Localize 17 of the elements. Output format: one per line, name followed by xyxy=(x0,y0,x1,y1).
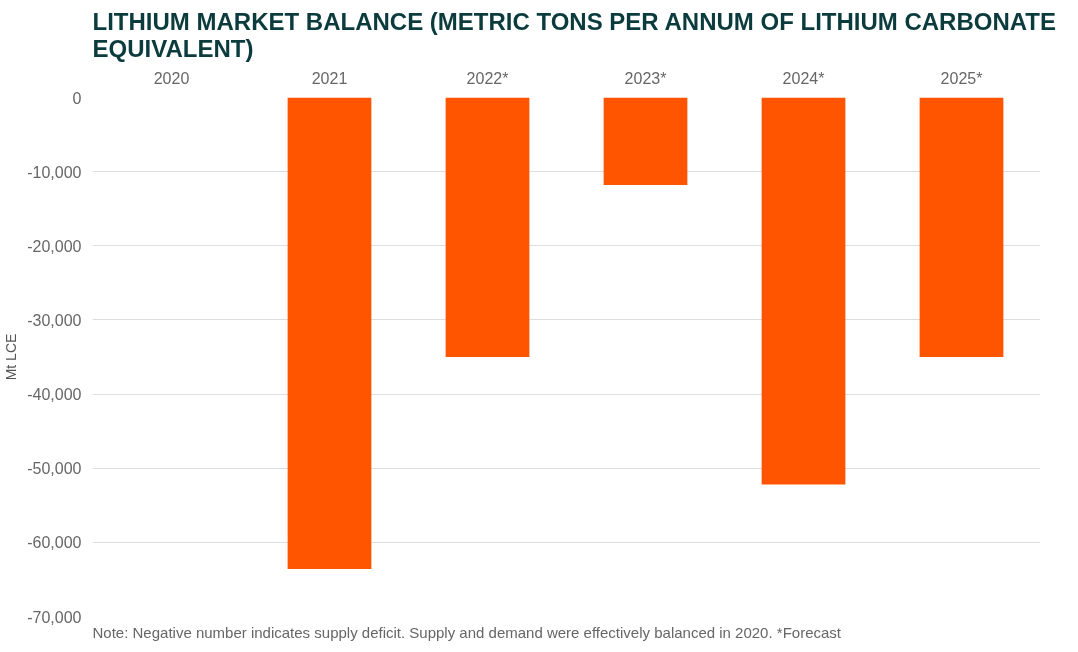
y-axis-title: Mt LCE xyxy=(3,333,20,381)
y-tick-label: -20,000 xyxy=(27,237,82,255)
y-tick-label: -10,000 xyxy=(27,163,82,181)
y-tick-label: -70,000 xyxy=(27,608,82,626)
x-tick-label: 2022* xyxy=(466,69,509,87)
y-tick-label: 0 xyxy=(72,89,82,107)
text: Note: Negative number indicates supply deficit. Supply and demand were effectively balanced in 2020. *Forecast xyxy=(92,623,842,641)
x-tick-label: 2023* xyxy=(624,69,667,87)
x-tick-label: 2021 xyxy=(311,69,348,87)
x-tick-label: 2020 xyxy=(153,69,190,87)
chart-title: LITHIUM MARKET BALANCE (METRIC TONS PER ANNUM OF LITHIUM CARBONATE EQUIVALENT) xyxy=(92,7,1056,62)
y-tick-label: -30,000 xyxy=(27,311,82,329)
y-tick-label: -50,000 xyxy=(27,460,82,478)
y-tick-label: -60,000 xyxy=(27,534,82,552)
x-tick-label: 2025* xyxy=(940,69,983,87)
x-tick-label: 2024* xyxy=(782,69,825,87)
y-tick-label: -40,000 xyxy=(27,386,82,404)
